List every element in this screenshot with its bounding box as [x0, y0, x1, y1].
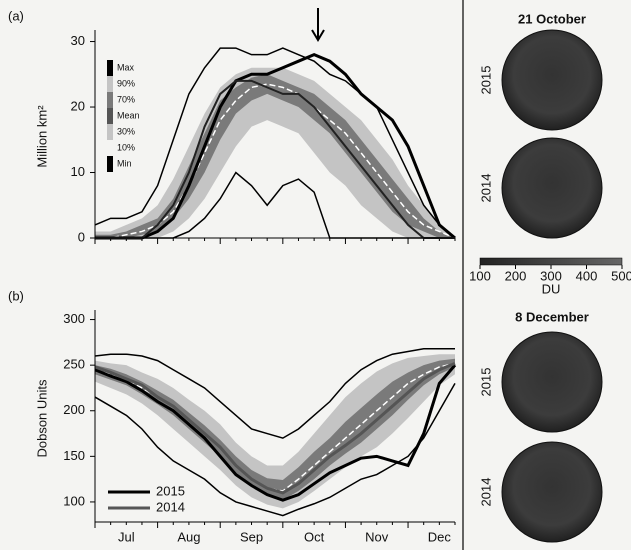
legend-label: 30% — [117, 126, 135, 136]
colorbar-tick-label: 200 — [505, 268, 527, 283]
legend-label: 2014 — [156, 499, 185, 514]
y-tick-label: 30 — [71, 33, 85, 48]
y-tick-label: 150 — [63, 448, 85, 463]
map-title: 8 December — [515, 309, 589, 324]
colorbar — [480, 258, 622, 265]
y-axis-label: Dobson Units — [34, 379, 49, 458]
x-tick-label: Dec — [428, 529, 452, 544]
legend-label: 2015 — [156, 483, 185, 498]
y-tick-label: 200 — [63, 402, 85, 417]
map-year: 2015 — [478, 368, 493, 397]
ozone-map — [502, 332, 602, 432]
legend-label: Min — [117, 158, 132, 168]
legend-label: Max — [117, 62, 135, 72]
map-year: 2015 — [478, 66, 493, 95]
legend-swatch — [107, 108, 113, 124]
ozone-map — [502, 30, 602, 130]
map-year: 2014 — [478, 478, 493, 507]
y-tick-label: 300 — [63, 311, 85, 326]
map-title: 21 October — [518, 11, 586, 26]
colorbar-label: DU — [542, 281, 561, 296]
legend-label: Mean — [117, 110, 140, 120]
colorbar-tick-label: 400 — [576, 268, 598, 283]
legend-swatch — [107, 156, 113, 172]
y-tick-label: 0 — [78, 229, 85, 244]
panel-label: (b) — [8, 288, 24, 303]
legend-swatch — [107, 140, 113, 156]
x-tick-label: Oct — [304, 529, 325, 544]
y-tick-label: 10 — [71, 164, 85, 179]
x-tick-label: Sep — [240, 529, 263, 544]
y-tick-label: 250 — [63, 357, 85, 372]
legend-swatch — [107, 76, 113, 92]
colorbar-tick-label: 500 — [611, 268, 631, 283]
legend-swatch — [107, 60, 113, 76]
figure: (a) Million km² 0 10 20 30 Max 90% 70% Mean 30% 10%… — [0, 0, 631, 550]
x-tick-label: Nov — [365, 529, 389, 544]
panel-label: (a) — [8, 8, 24, 23]
arrow — [312, 8, 324, 40]
y-axis-label: Million km² — [34, 105, 49, 168]
legend-label: 70% — [117, 94, 135, 104]
legend-swatch — [107, 92, 113, 108]
y-tick-label: 20 — [71, 98, 85, 113]
ozone-map — [502, 442, 602, 542]
legend-label: 90% — [117, 78, 135, 88]
ozone-map — [502, 138, 602, 238]
x-tick-label: Jul — [118, 529, 135, 544]
legend-label: 10% — [117, 142, 135, 152]
colorbar-tick-label: 100 — [469, 268, 491, 283]
map-year: 2014 — [478, 174, 493, 203]
y-tick-label: 100 — [63, 493, 85, 508]
legend-swatch — [107, 124, 113, 140]
x-tick-label: Aug — [177, 529, 200, 544]
